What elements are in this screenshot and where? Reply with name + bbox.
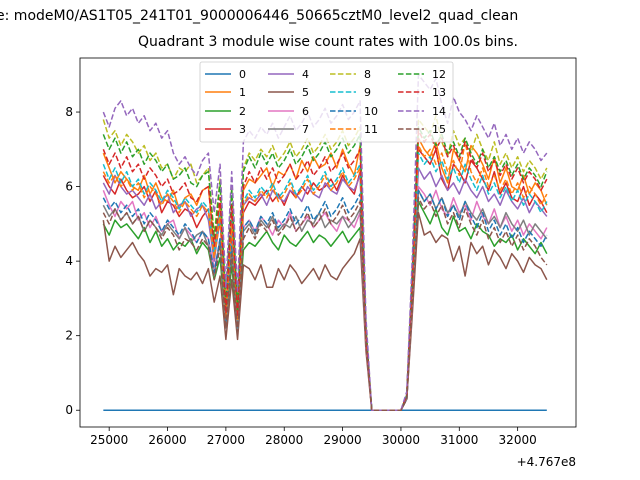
legend-label: 6 bbox=[302, 105, 309, 118]
legend-item-5: 5 bbox=[268, 86, 309, 99]
legend-item-13: 13 bbox=[398, 86, 446, 99]
series-line-2 bbox=[102, 200, 548, 411]
x-tick-label: 32000 bbox=[499, 433, 537, 447]
y-axis: 0 2 4 6 8 bbox=[65, 105, 80, 417]
legend-item-7: 7 bbox=[268, 123, 309, 136]
legend-label: 15 bbox=[432, 123, 446, 136]
x-axis: 25000 26000 27000 28000 29000 30000 31000 32000 bbox=[90, 427, 537, 447]
x-tick-label: 27000 bbox=[207, 433, 245, 447]
y-tick-label: 4 bbox=[65, 254, 73, 268]
legend-item-11: 11 bbox=[330, 123, 378, 136]
legend-item-15: 15 bbox=[398, 123, 446, 136]
legend-item-3: 3 bbox=[205, 123, 246, 136]
series-line-9 bbox=[102, 152, 548, 411]
legend-frame bbox=[199, 61, 454, 143]
legend-label: 5 bbox=[302, 86, 309, 99]
x-tick-label: 31000 bbox=[440, 433, 478, 447]
legend-label: 1 bbox=[239, 86, 246, 99]
legend-label: 2 bbox=[239, 105, 246, 118]
series-line-11 bbox=[102, 141, 548, 411]
x-offset-text: +4.767e8 bbox=[517, 455, 576, 469]
legend-item-9: 9 bbox=[330, 86, 371, 99]
y-tick-label: 2 bbox=[65, 329, 73, 343]
legend-label: 7 bbox=[302, 123, 309, 136]
chart-title: Quadrant 3 module wise count rates with … bbox=[138, 34, 518, 50]
series-line-15 bbox=[102, 197, 548, 411]
legend-item-6: 6 bbox=[268, 105, 309, 118]
plot-frame bbox=[79, 57, 577, 428]
legend-label: 11 bbox=[364, 123, 378, 136]
legend-label: 10 bbox=[364, 105, 378, 118]
legend-label: 9 bbox=[364, 86, 371, 99]
legend-item-1: 1 bbox=[205, 86, 246, 99]
x-tick-label: 25000 bbox=[90, 433, 128, 447]
legend-label: 4 bbox=[302, 68, 309, 81]
series-line-10 bbox=[102, 189, 548, 411]
legend-item-10: 10 bbox=[330, 105, 378, 118]
x-tick-label: 30000 bbox=[382, 433, 420, 447]
legend-label: 3 bbox=[239, 123, 246, 136]
legend-item-4: 4 bbox=[268, 68, 309, 81]
series-line-13 bbox=[102, 129, 548, 411]
series-line-7 bbox=[102, 189, 548, 411]
figure-suptitle: n file: modeM0/AS1T05_241T01_9000006446_… bbox=[0, 8, 519, 24]
legend-label: 0 bbox=[239, 68, 246, 81]
legend-label: 14 bbox=[432, 105, 446, 118]
y-tick-label: 6 bbox=[65, 180, 73, 194]
series-line-4 bbox=[102, 167, 548, 411]
series-line-5 bbox=[102, 211, 548, 411]
legend-item-8: 8 bbox=[330, 68, 371, 81]
x-tick-label: 26000 bbox=[148, 433, 186, 447]
legend-label: 8 bbox=[364, 68, 371, 81]
series-line-3 bbox=[102, 148, 548, 411]
y-tick-label: 8 bbox=[65, 105, 73, 119]
legend-label: 12 bbox=[432, 68, 446, 81]
x-tick-label: 28000 bbox=[265, 433, 303, 447]
legend-item-14: 14 bbox=[398, 105, 446, 118]
legend-item-2: 2 bbox=[205, 105, 246, 118]
legend-label: 13 bbox=[432, 86, 446, 99]
legend-item-0: 0 bbox=[205, 68, 246, 81]
x-tick-label: 29000 bbox=[323, 433, 361, 447]
legend-item-12: 12 bbox=[398, 68, 446, 81]
y-tick-label: 0 bbox=[65, 403, 73, 417]
